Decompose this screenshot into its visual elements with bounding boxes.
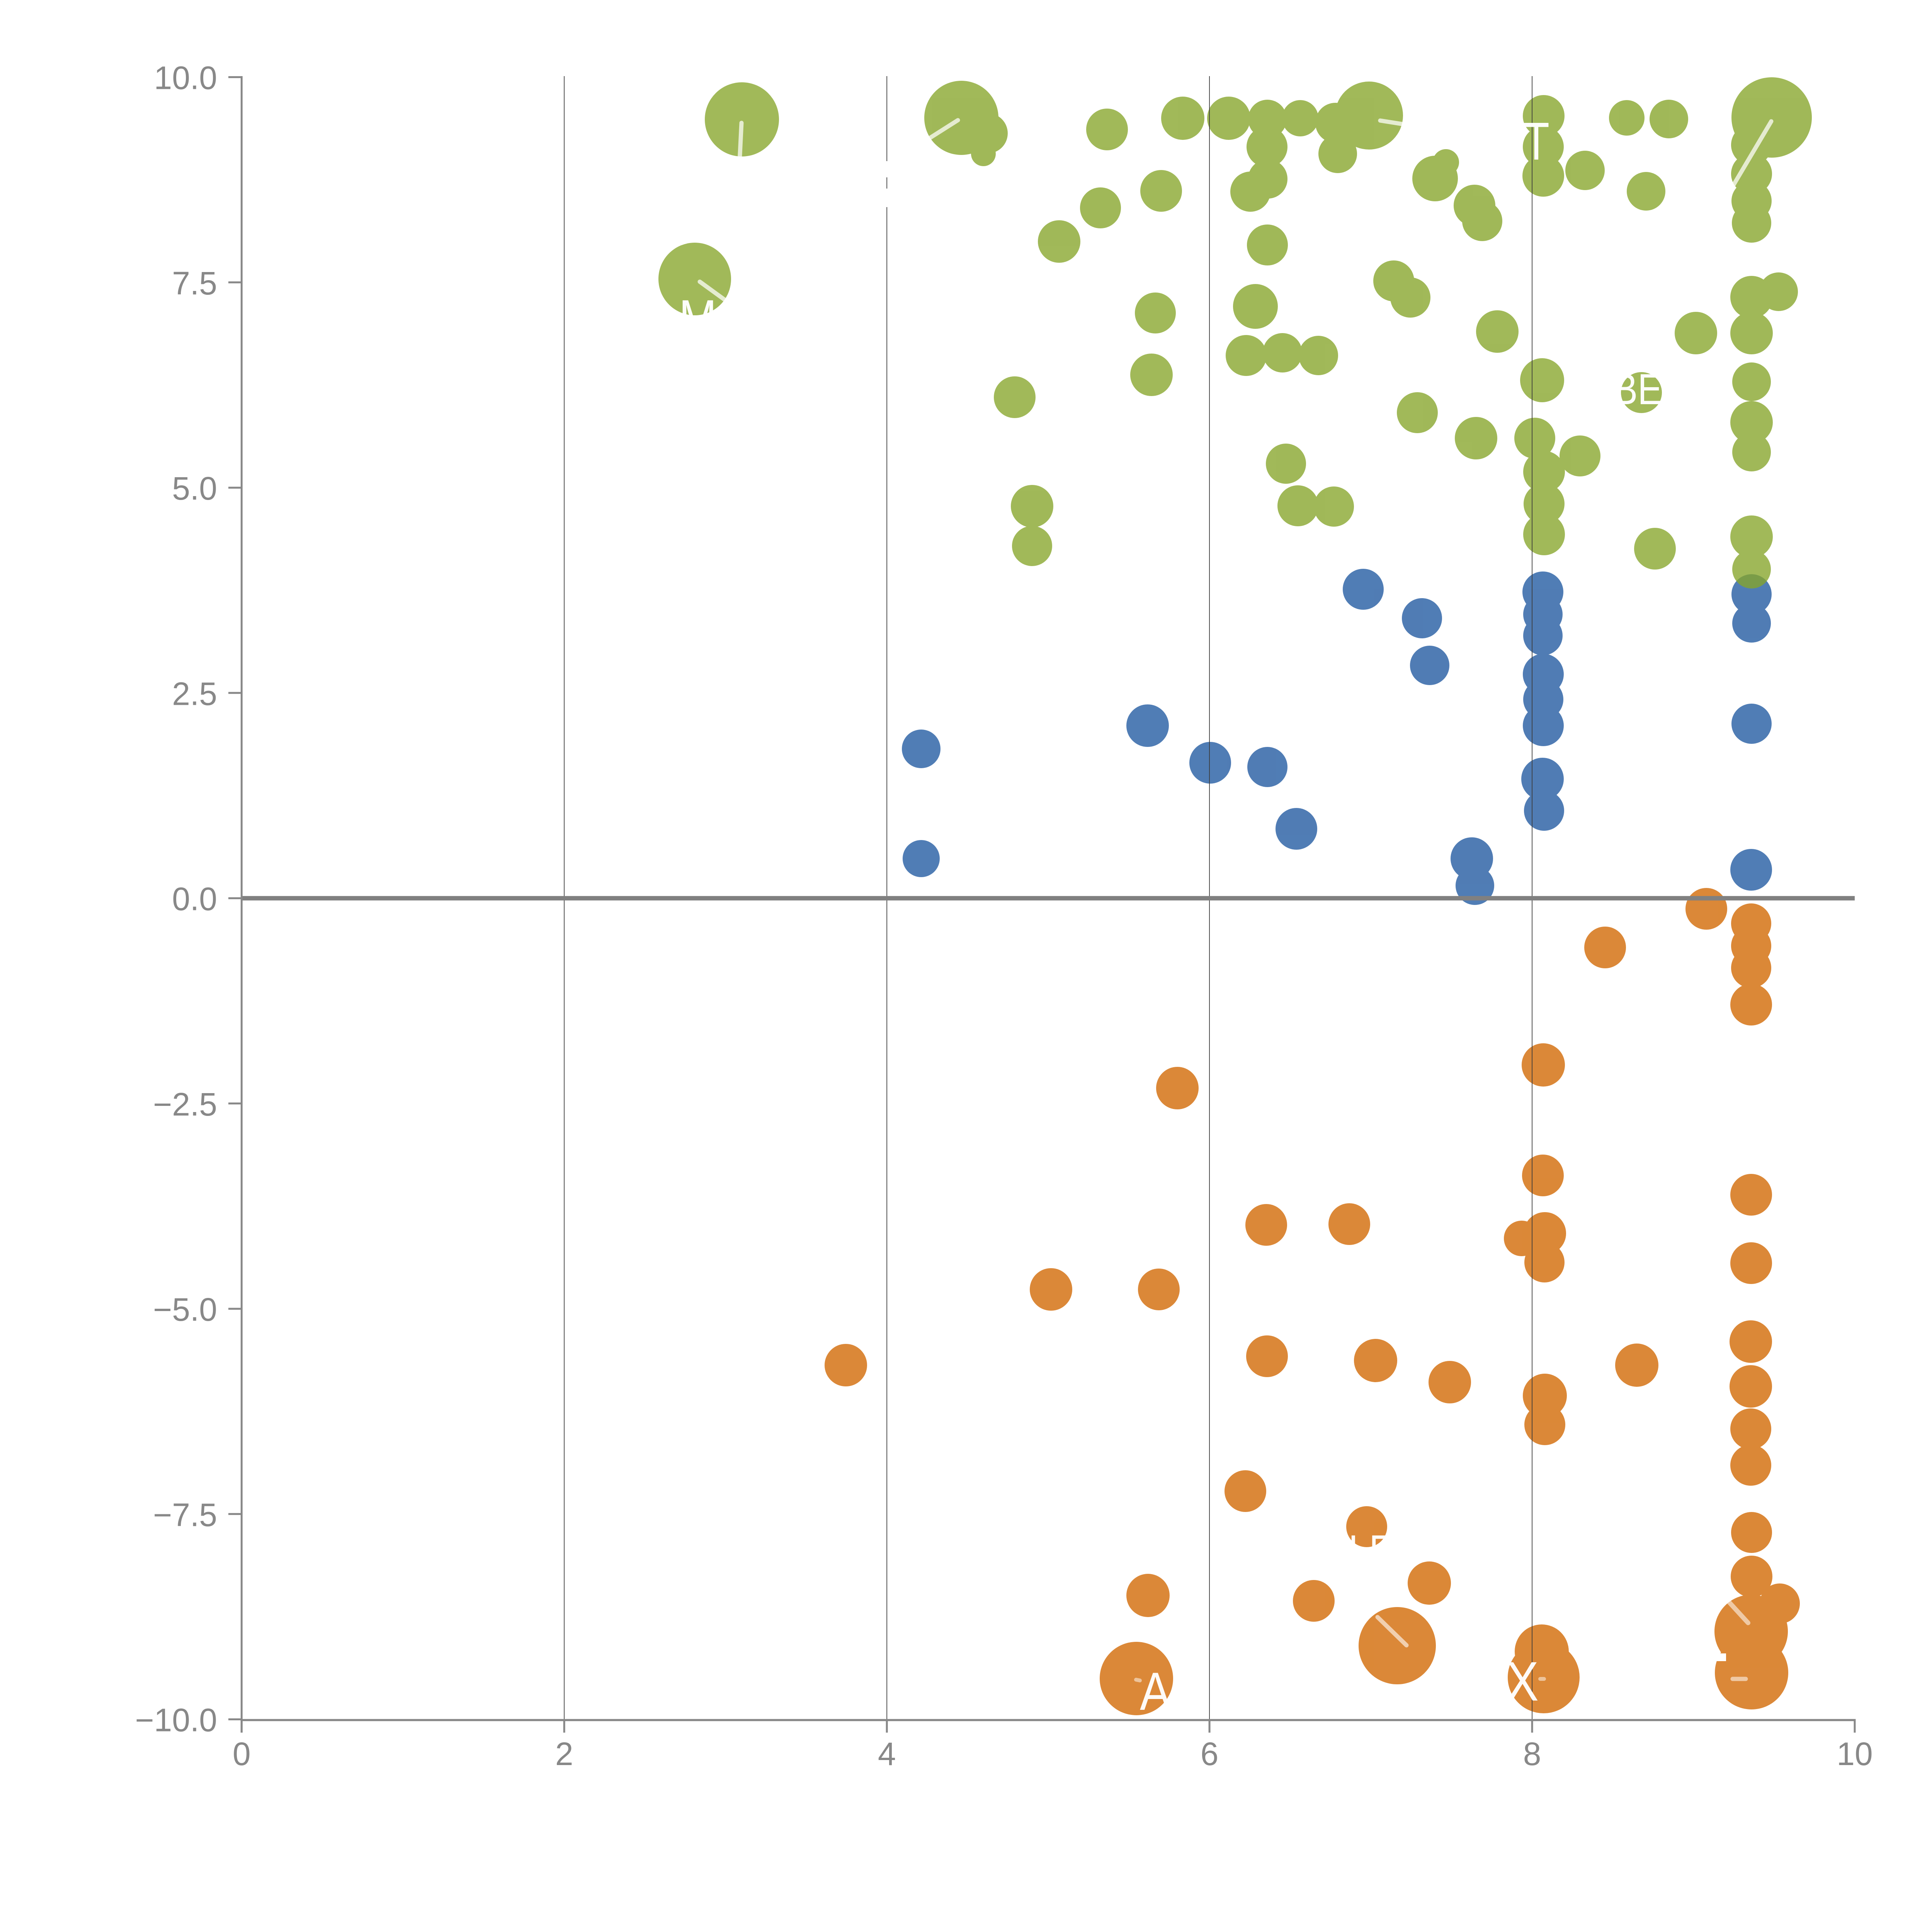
svg-text:−10.0: −10.0	[135, 1702, 217, 1738]
svg-text:10.0: 10.0	[154, 60, 218, 96]
svg-text:−2.5: −2.5	[153, 1086, 217, 1122]
svg-text:−5.0: −5.0	[153, 1291, 217, 1328]
svg-text:10: 10	[1837, 1736, 1872, 1772]
svg-text:A: A	[1140, 1662, 1171, 1721]
svg-text:5.0: 5.0	[172, 470, 217, 507]
svg-text:ADBE: ADBE	[1562, 365, 1662, 413]
svg-text:4: 4	[878, 1736, 896, 1772]
svg-text:X: X	[1506, 1650, 1539, 1713]
svg-text:T: T	[1523, 112, 1549, 171]
svg-text:7.5: 7.5	[172, 265, 217, 301]
svg-text:−7.5: −7.5	[153, 1497, 217, 1533]
svg-text:0.0: 0.0	[172, 881, 217, 917]
svg-text:MSFT: MSFT	[679, 289, 803, 350]
svg-text:LF: LF	[1349, 1526, 1392, 1576]
svg-text:0: 0	[233, 1736, 251, 1772]
svg-text:2.5: 2.5	[172, 675, 217, 712]
svg-text:6: 6	[1201, 1736, 1219, 1772]
svg-text:2: 2	[555, 1736, 573, 1772]
svg-text:8: 8	[1523, 1736, 1541, 1772]
